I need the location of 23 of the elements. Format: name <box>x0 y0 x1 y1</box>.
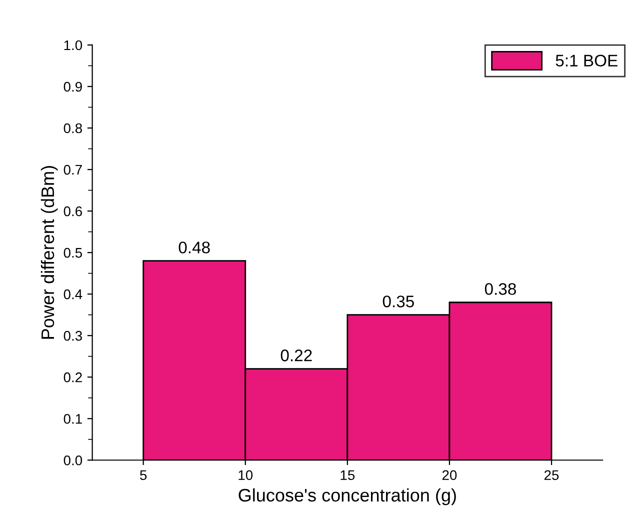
y-tick-label: 0.9 <box>64 82 82 92</box>
y-tick-label: 0.6 <box>64 206 82 216</box>
y-tick-label: 0.3 <box>64 330 82 341</box>
y-tick-label: 1.0 <box>64 40 82 50</box>
data-label: 0.22 <box>280 350 312 362</box>
x-tick-label: 25 <box>544 470 559 480</box>
x-tick-label: 15 <box>340 470 355 480</box>
x-axis-title: Glucose's concentration (g) <box>238 488 456 506</box>
y-tick-label: 0.4 <box>64 289 82 300</box>
y-axis-title: Power different (dBm) <box>40 166 58 339</box>
legend-label: 5:1 BOE <box>556 54 618 67</box>
data-label: 0.38 <box>484 283 516 295</box>
y-tick-label: 0.5 <box>64 248 82 258</box>
x-tick-label: 5 <box>140 470 147 480</box>
x-tick-label: 10 <box>238 470 253 480</box>
y-tick-label: 0.2 <box>64 372 82 382</box>
y-tick-label: 0.8 <box>64 123 82 134</box>
y-tick-label: 0.1 <box>64 414 82 424</box>
y-tick-label: 0.7 <box>64 164 82 175</box>
x-tick-label: 20 <box>442 470 457 480</box>
data-label: 0.35 <box>382 296 414 308</box>
data-label: 0.48 <box>178 242 210 254</box>
y-tick-label: 0.0 <box>64 455 82 466</box>
